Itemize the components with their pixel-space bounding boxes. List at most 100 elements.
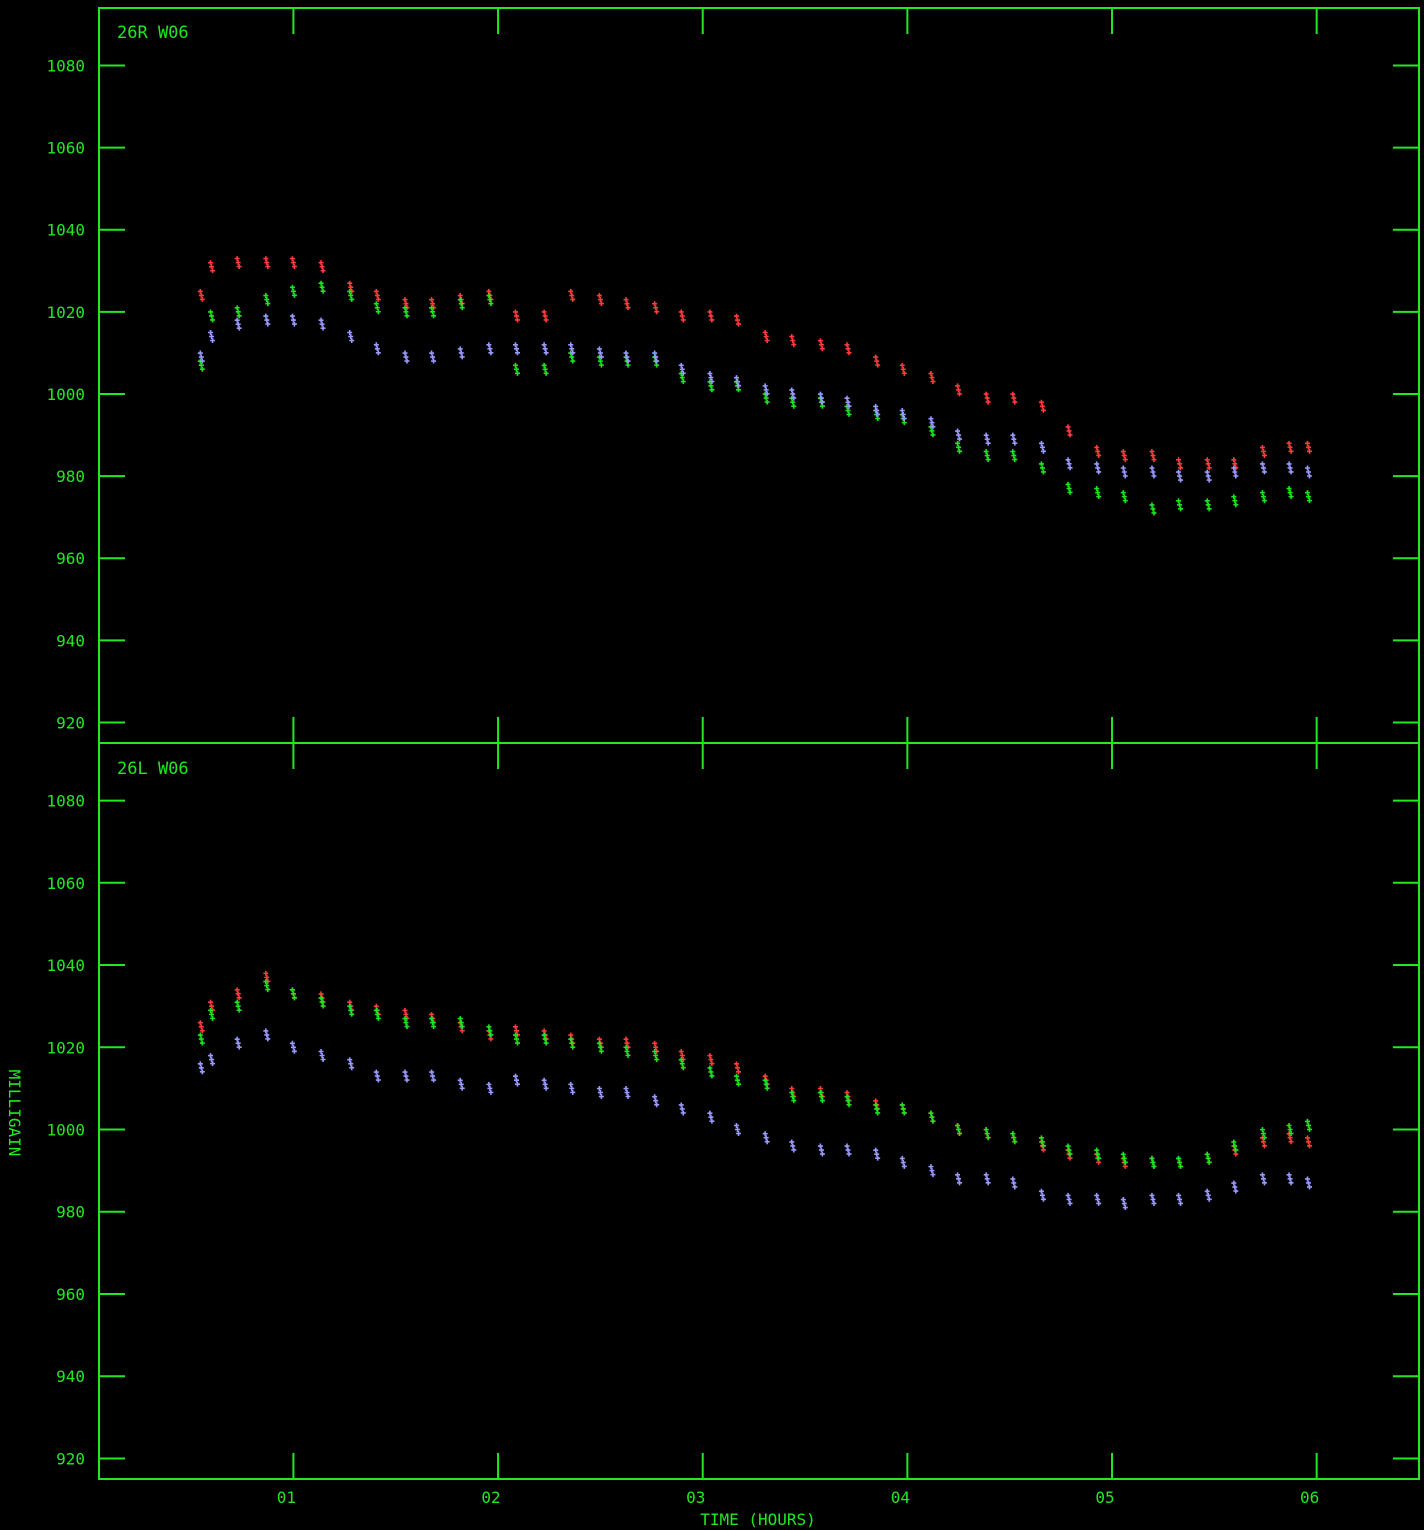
data-point-mark (1206, 506, 1212, 512)
data-point-mark (458, 1081, 464, 1087)
data-point-mark (1012, 457, 1018, 463)
data-point-mark (236, 1007, 242, 1013)
data-point-mark (900, 1106, 906, 1112)
data-point-mark (623, 297, 629, 303)
data-point-mark (1011, 453, 1017, 459)
data-point-mark (375, 1015, 381, 1021)
data-point-mark (1304, 1135, 1310, 1141)
data-point-mark (265, 1036, 271, 1042)
data-point (373, 1007, 381, 1021)
data-point-mark (402, 1016, 408, 1022)
y-tick-label: 960 (56, 549, 85, 568)
data-point-mark (457, 1016, 463, 1022)
data-point-mark (983, 391, 989, 397)
data-point-mark (900, 1159, 906, 1165)
data-point-mark (598, 301, 604, 307)
data-point-mark (486, 1024, 492, 1030)
data-point (1204, 1151, 1212, 1165)
data-point-mark (929, 1168, 935, 1174)
data-point-mark (1287, 490, 1293, 496)
data-point-mark (375, 296, 381, 302)
data-point (873, 1102, 881, 1116)
data-point-mark (1039, 1192, 1045, 1198)
data-point-mark (653, 1052, 659, 1058)
data-point-mark (1176, 469, 1182, 475)
data-point-mark (264, 297, 270, 303)
data-point (486, 1081, 494, 1095)
data-point-mark (568, 342, 574, 348)
y-tick-label: 1080 (46, 792, 85, 811)
data-point (289, 987, 297, 1001)
data-point-mark (512, 1032, 518, 1038)
data-point (1149, 502, 1157, 516)
data-point-mark (1205, 502, 1211, 508)
data-point-mark (320, 1003, 326, 1009)
data-point-mark (597, 1090, 603, 1095)
data-point-mark (1010, 432, 1016, 438)
data-point (263, 979, 271, 993)
data-point (234, 999, 242, 1013)
data-point-mark (1038, 1135, 1044, 1141)
data-point-mark (541, 309, 547, 315)
data-point-mark (873, 403, 879, 409)
data-point (234, 256, 242, 270)
data-point-mark (1121, 1155, 1127, 1161)
data-point (983, 1172, 991, 1186)
data-point-mark (1122, 498, 1128, 504)
data-point (568, 288, 576, 302)
data-point-mark (459, 1024, 465, 1030)
data-point (762, 1077, 770, 1091)
data-point-mark (265, 301, 271, 307)
data-point-mark (1149, 1155, 1155, 1161)
data-point-mark (1010, 449, 1016, 455)
data-point-mark (708, 313, 714, 319)
data-point-mark (598, 1048, 604, 1054)
data-point (263, 256, 271, 270)
data-point (789, 1090, 797, 1104)
data-point (734, 1073, 742, 1087)
data-point (263, 313, 271, 327)
data-point-mark (763, 333, 769, 339)
data-point-mark (597, 297, 603, 303)
data-point-mark (789, 1090, 795, 1096)
data-point-mark (348, 292, 354, 298)
data-point-mark (790, 391, 796, 397)
data-point-mark (955, 428, 961, 434)
data-point-mark (983, 449, 989, 455)
data-point-mark (429, 1069, 435, 1075)
data-point-mark (1038, 461, 1044, 467)
data-point-mark (846, 1151, 852, 1157)
data-point (568, 342, 576, 356)
data-point-mark (679, 1106, 685, 1112)
data-point-mark (1288, 1139, 1294, 1145)
data-point-mark (349, 1065, 355, 1071)
data-point (734, 375, 742, 389)
data-point-mark (957, 436, 963, 442)
data-point-mark (736, 1081, 742, 1087)
data-point-mark (1231, 1180, 1237, 1186)
data-point (263, 293, 271, 307)
data-point-mark (1232, 498, 1238, 504)
data-point-mark (625, 358, 631, 364)
data-point-mark (1011, 1180, 1017, 1186)
data-point (289, 256, 297, 270)
data-point (1120, 465, 1128, 479)
data-point-mark (598, 354, 604, 360)
data-point-mark (680, 1110, 686, 1116)
data-point (429, 1016, 437, 1030)
data-point-mark (1067, 465, 1073, 471)
data-point-mark (983, 432, 989, 438)
data-point-mark (1012, 440, 1018, 446)
x-axis-label: TIME (HOURS) (700, 1510, 816, 1529)
data-point-mark (542, 1036, 548, 1042)
data-point-mark (1288, 494, 1294, 500)
data-point-mark (1206, 1196, 1212, 1202)
data-point-mark (1287, 465, 1293, 471)
data-point-mark (735, 317, 741, 323)
data-point (1094, 486, 1102, 500)
data-point-mark (790, 1094, 796, 1100)
data-point (817, 391, 825, 405)
data-point-mark (514, 350, 520, 356)
data-point-mark (569, 1040, 575, 1046)
data-point-mark (1232, 1143, 1238, 1149)
